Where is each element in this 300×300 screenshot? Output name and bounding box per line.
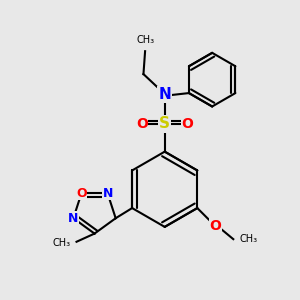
Text: CH₃: CH₃	[52, 238, 70, 248]
Text: O: O	[182, 117, 194, 131]
Text: S: S	[159, 116, 170, 131]
Text: N: N	[68, 212, 79, 225]
Text: O: O	[209, 219, 221, 233]
Text: N: N	[102, 187, 113, 200]
Text: CH₃: CH₃	[239, 234, 257, 244]
Text: O: O	[136, 117, 148, 131]
Text: N: N	[158, 87, 171, 102]
Text: CH₃: CH₃	[136, 35, 154, 45]
Text: O: O	[76, 187, 87, 200]
